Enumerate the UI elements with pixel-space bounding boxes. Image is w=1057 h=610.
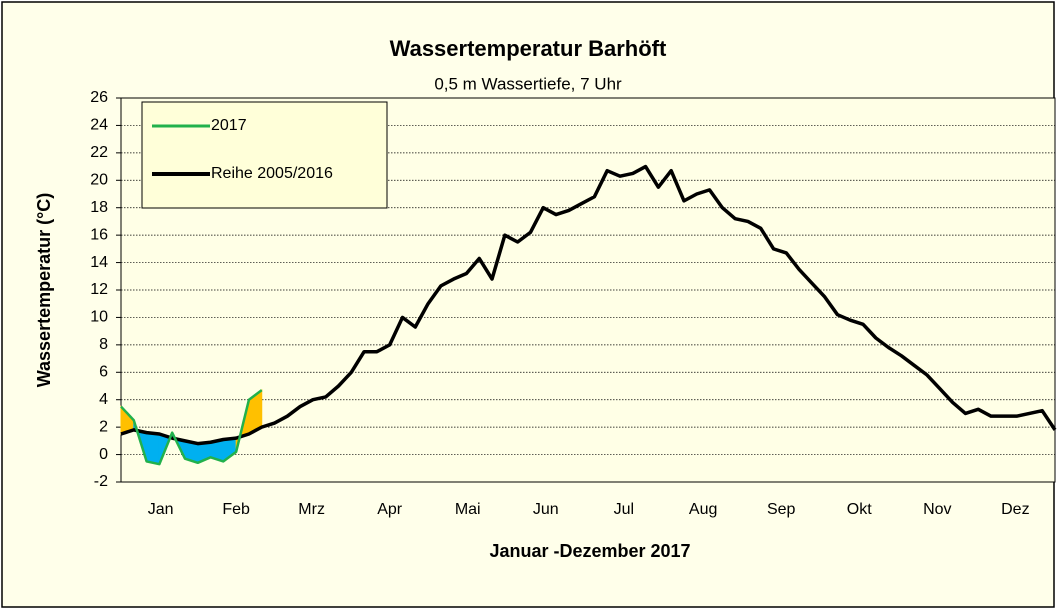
y-tick-label: 8 (99, 336, 108, 353)
x-tick-label: Okt (847, 501, 872, 518)
y-tick-label: 20 (90, 172, 108, 189)
y-tick-label: 18 (90, 199, 108, 216)
chart-subtitle: 0,5 m Wassertiefe, 7 Uhr (434, 74, 622, 93)
difference-fill (146, 432, 160, 465)
x-tick-label: Aug (689, 501, 717, 518)
y-axis-title: Wassertemperatur (°C) (34, 193, 54, 388)
x-tick-label: Feb (222, 501, 250, 518)
x-tick-label: Sep (767, 501, 796, 518)
x-tick-label: Jan (148, 501, 174, 518)
y-tick-label: 4 (99, 391, 108, 408)
legend-label: Reihe 2005/2016 (211, 165, 333, 182)
series-line (120, 164, 1057, 446)
x-tick-label: Mai (455, 501, 481, 518)
y-tick-label: 16 (90, 226, 108, 243)
y-tick-label: 0 (99, 446, 108, 463)
y-tick-label: 24 (90, 117, 108, 134)
series-line (120, 389, 263, 466)
x-axis-title: Januar -Dezember 2017 (489, 541, 690, 561)
y-tick-label: -2 (94, 473, 108, 490)
y-tick-label: 14 (90, 254, 108, 271)
legend-box (141, 101, 388, 209)
x-tick-label: Dez (1001, 501, 1029, 518)
y-tick-label: 22 (90, 144, 108, 161)
legend-label: 2017 (211, 117, 247, 134)
y-tick-label: 12 (90, 281, 108, 298)
y-tick-label: 10 (90, 309, 108, 326)
x-tick-label: Mrz (298, 501, 325, 518)
x-tick-label: Jun (533, 501, 559, 518)
chart-title: Wassertemperatur Barhöft (390, 36, 667, 61)
y-tick-label: 2 (99, 418, 108, 435)
y-tick-label: 26 (90, 89, 108, 106)
x-tick-label: Nov (923, 501, 951, 518)
y-tick-label: 6 (99, 364, 108, 381)
x-tick-label: Apr (377, 501, 403, 518)
x-tick-label: Jul (614, 501, 634, 518)
